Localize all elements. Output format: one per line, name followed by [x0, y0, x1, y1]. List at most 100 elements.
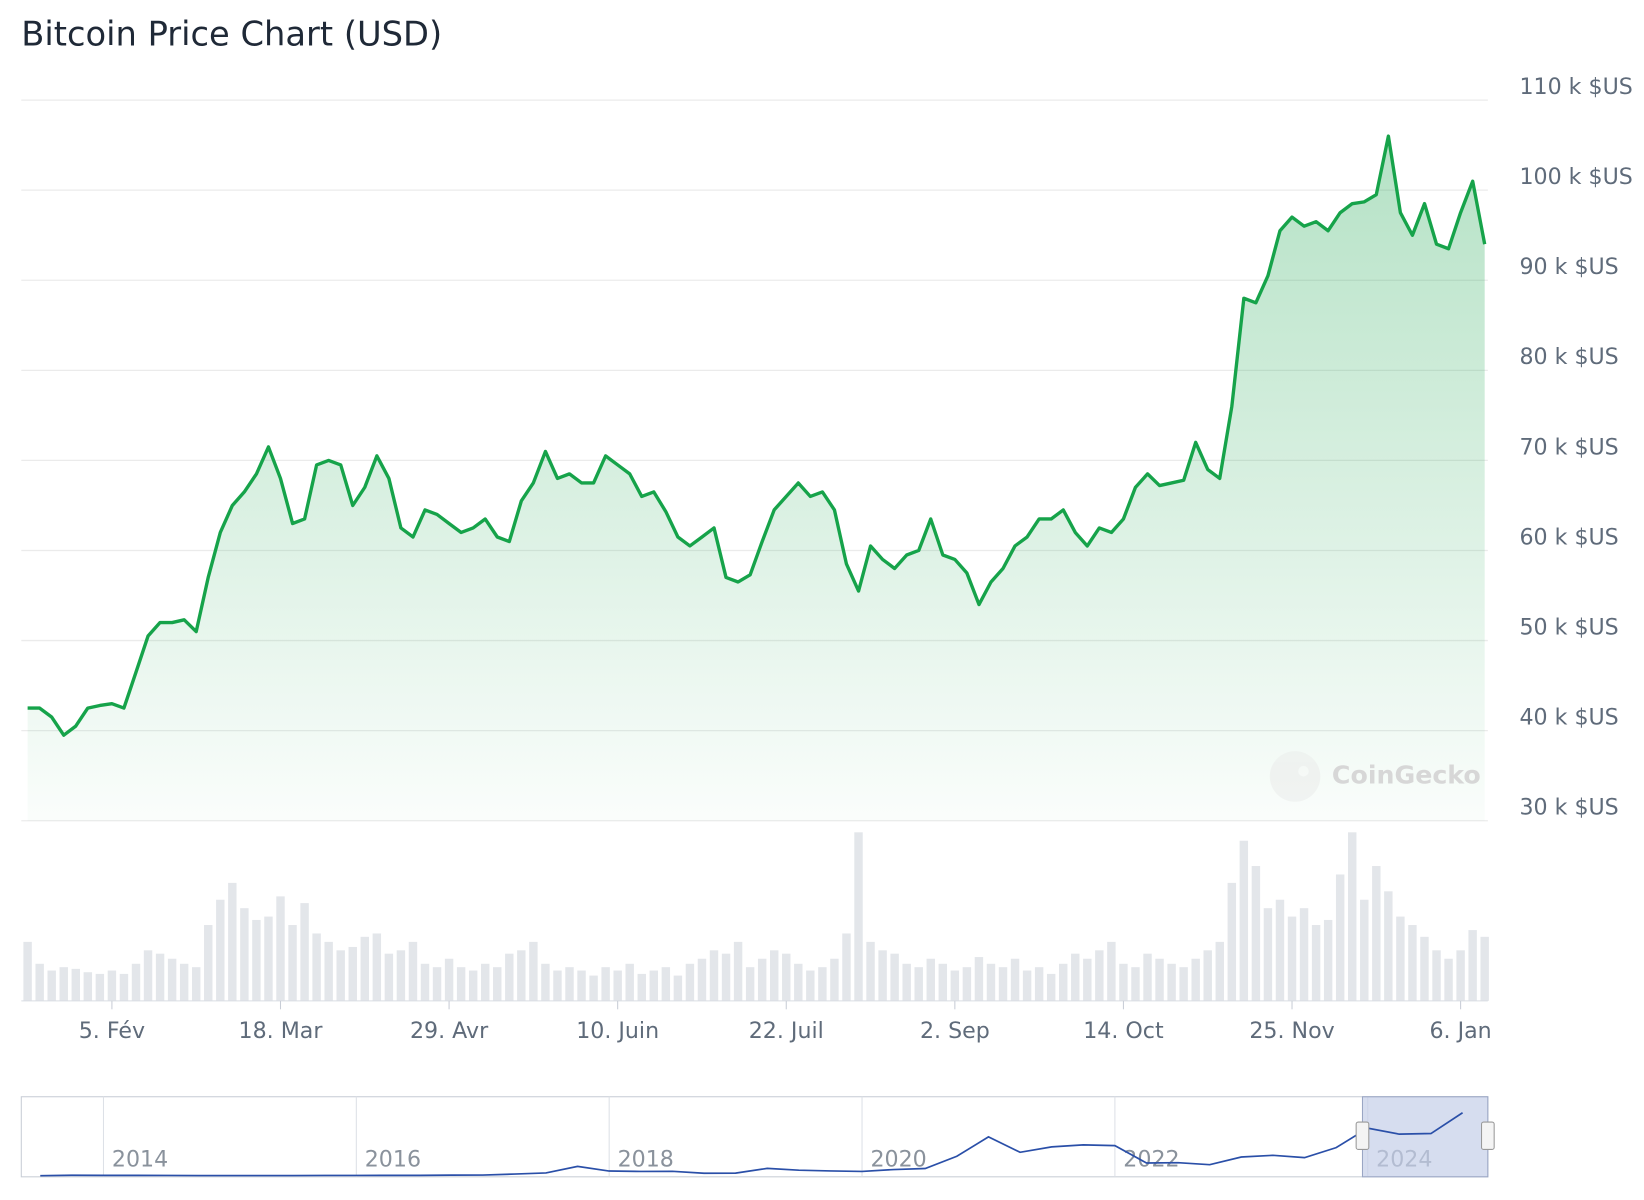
volume-bar	[480, 963, 490, 1001]
volume-bar	[914, 967, 923, 1001]
y-tick-label: 40 k $US	[1519, 704, 1618, 730]
volume-bar	[770, 950, 779, 1001]
y-tick-label: 80 k $US	[1519, 344, 1618, 370]
volume-bar	[71, 968, 81, 1001]
x-tick-label: 2. Sep	[920, 1018, 990, 1044]
volume-bar	[1107, 941, 1116, 1001]
volume-bar	[1348, 832, 1357, 1001]
volume-bar	[312, 933, 321, 1001]
volume-bar	[372, 933, 382, 1001]
volume-bar	[1408, 925, 1417, 1001]
volume-bar	[589, 975, 598, 1001]
volume-bar	[794, 963, 803, 1001]
volume-bar	[517, 950, 526, 1001]
volume-bar	[998, 967, 1008, 1001]
volume-bar	[95, 973, 105, 1001]
volume-bar	[252, 919, 261, 1001]
price-line	[27, 134, 1487, 737]
volume-bar	[782, 953, 791, 1001]
volume-bar	[962, 967, 972, 1001]
volume-bar	[818, 967, 827, 1001]
navigator-label: 2022	[1123, 1146, 1179, 1172]
volume-bar	[1010, 958, 1020, 1001]
volume-bar	[143, 950, 153, 1001]
y-tick-label: 50 k $US	[1519, 614, 1618, 640]
volume-bar	[83, 972, 93, 1001]
navigator-handle[interactable]	[1355, 1121, 1370, 1150]
volume-bar	[1372, 866, 1381, 1001]
volume-bar	[1456, 950, 1465, 1001]
volume-bar	[191, 967, 201, 1001]
chart-title: Bitcoin Price Chart (USD)	[21, 14, 442, 53]
volume-bar	[890, 953, 899, 1001]
volume-bar	[830, 958, 839, 1001]
volume-bar	[1095, 950, 1104, 1001]
volume-bar	[1311, 925, 1321, 1001]
volume-bar	[1444, 958, 1453, 1001]
volume-bar	[1468, 930, 1477, 1001]
volume-bar	[673, 975, 683, 1001]
volume-bar	[444, 958, 454, 1001]
x-tick-label: 14. Oct	[1083, 1018, 1164, 1044]
volume-bar	[565, 967, 574, 1001]
volume-bar	[384, 953, 394, 1001]
volume-bar	[661, 967, 671, 1001]
volume-bar	[1034, 967, 1044, 1001]
volume-bar	[1143, 953, 1152, 1001]
volume-bar	[709, 950, 719, 1001]
volume-bar	[541, 963, 550, 1001]
volume-bar	[204, 925, 213, 1001]
volume-bar	[216, 899, 225, 1001]
y-tick-label: 100 k $US	[1519, 164, 1632, 190]
volume-bar	[685, 963, 695, 1001]
x-tick-label: 18. Mar	[239, 1018, 324, 1044]
volume-bar	[155, 953, 165, 1001]
x-tick-label: 5. Fév	[79, 1018, 145, 1044]
navigator-label: 2014	[112, 1146, 168, 1172]
volume-bar	[902, 963, 911, 1001]
y-tick-label: 60 k $US	[1519, 524, 1618, 550]
volume-bar	[1179, 967, 1188, 1001]
volume-bar	[300, 903, 309, 1001]
navigator-label: 2018	[618, 1146, 674, 1172]
volume-bar	[1046, 973, 1056, 1001]
navigator-handle[interactable]	[1480, 1121, 1495, 1150]
volume-bar	[974, 957, 984, 1001]
volume-bar	[288, 925, 297, 1001]
volume-bar	[336, 950, 345, 1001]
price-area	[27, 136, 1485, 821]
volume-bar	[107, 970, 117, 1001]
volume-bar	[1083, 958, 1092, 1001]
volume-bar	[1239, 840, 1249, 1001]
volume-bar	[878, 950, 887, 1001]
volume-bar	[529, 941, 538, 1001]
volume-bar	[806, 970, 815, 1001]
volume-bar	[493, 967, 502, 1001]
y-tick-label: 70 k $US	[1519, 434, 1618, 460]
volume-bar	[432, 967, 442, 1001]
volume-bar	[1384, 891, 1393, 1001]
x-tick-label: 25. Nov	[1249, 1018, 1334, 1044]
volume-bar	[1167, 963, 1176, 1001]
volume-bar	[757, 958, 767, 1001]
volume-bar	[938, 963, 948, 1001]
volume-bar	[276, 896, 285, 1001]
volume-bar	[1203, 950, 1212, 1001]
volume-bar	[324, 941, 333, 1001]
volume-bar	[240, 908, 249, 1001]
volume-bar	[1022, 970, 1032, 1001]
volume-bar	[59, 967, 68, 1001]
volume-bar	[264, 916, 273, 1001]
volume-bar	[1251, 866, 1261, 1001]
volume-bar	[1360, 899, 1369, 1001]
volume-bar	[360, 936, 370, 1001]
navigator-frame	[20, 1096, 1489, 1178]
volume-bar	[420, 963, 430, 1001]
volume-bar	[986, 963, 996, 1001]
volume-bar	[745, 967, 755, 1001]
watermark-logo	[1269, 751, 1321, 802]
x-tick-label: 6. Jan	[1429, 1018, 1491, 1044]
volume-bar	[613, 970, 622, 1001]
volume-bar	[167, 958, 177, 1001]
